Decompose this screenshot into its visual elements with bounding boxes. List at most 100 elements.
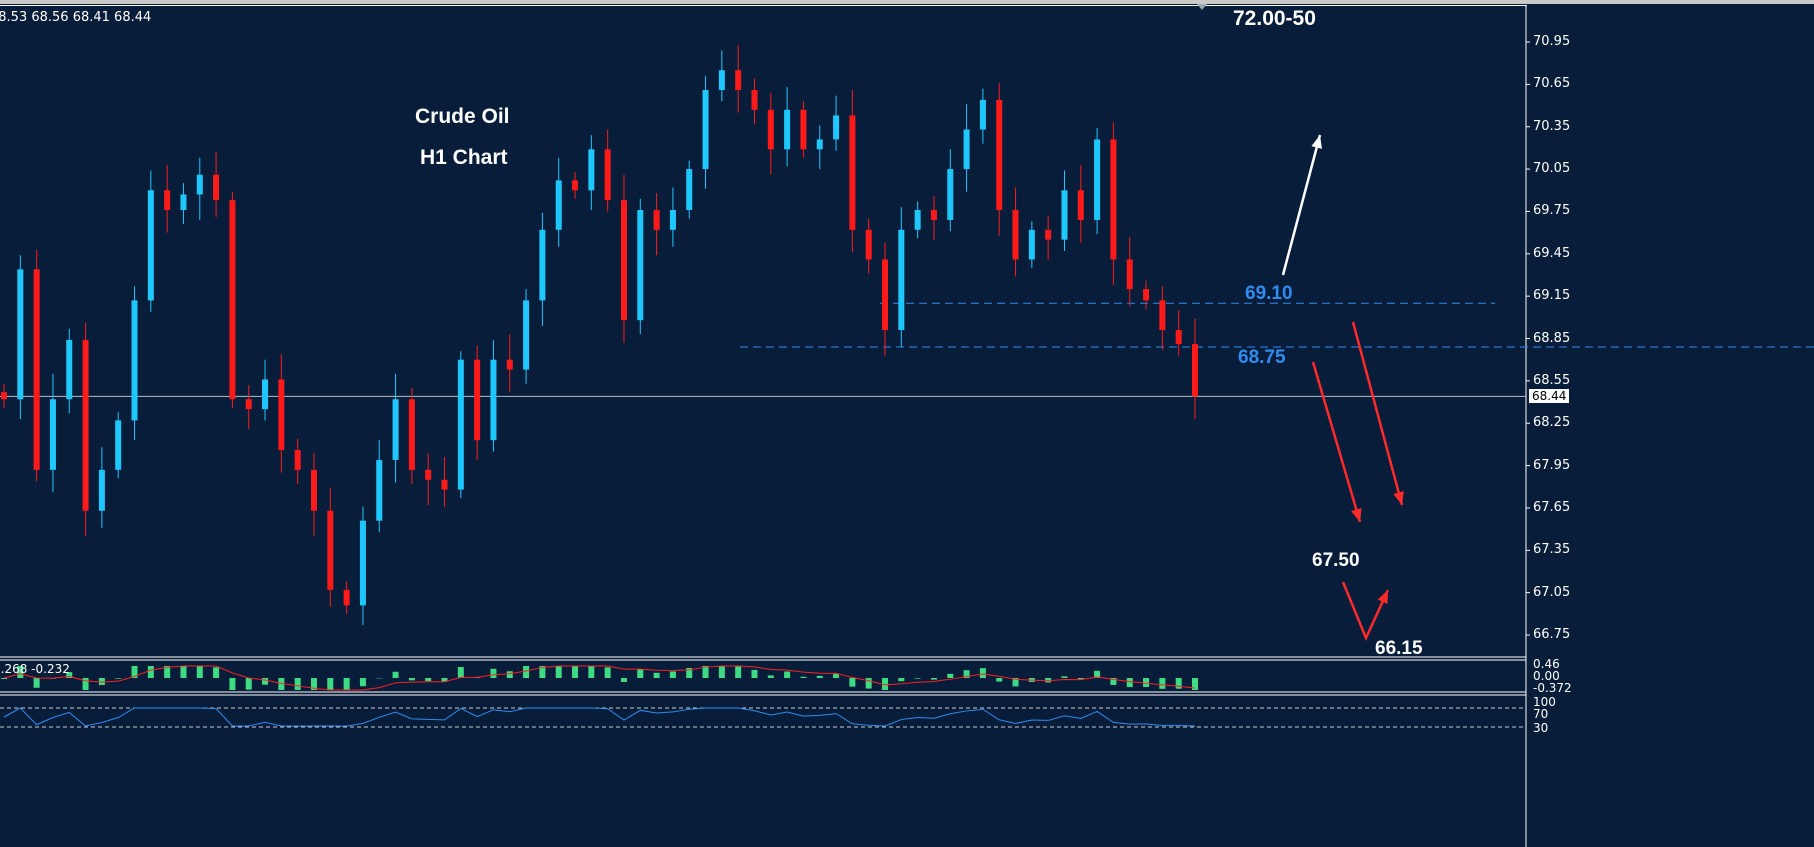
macd-histogram-bar xyxy=(213,667,220,678)
y-tick-label: 70.05 xyxy=(1533,161,1571,177)
top-bar xyxy=(0,0,1814,4)
rsi-line xyxy=(3,707,1196,727)
macd-histogram-bar xyxy=(33,678,40,688)
candle-body xyxy=(767,109,774,150)
candle-body xyxy=(33,269,40,470)
candle-body xyxy=(800,109,807,150)
candle-body xyxy=(1061,190,1068,240)
macd-histogram-bar xyxy=(1110,678,1117,685)
bearish-arrow-2-head xyxy=(1393,491,1404,505)
candle-body xyxy=(604,149,611,201)
candle-body xyxy=(164,190,171,211)
y-tick-label: 68.25 xyxy=(1533,415,1571,431)
y-tick-label: 69.75 xyxy=(1533,203,1571,219)
candle-body xyxy=(1110,139,1117,260)
chart-subtitle: H1 Chart xyxy=(420,146,508,169)
bearish-arrow-1-head xyxy=(1351,508,1362,522)
candle-body xyxy=(66,339,73,400)
candle-body xyxy=(474,359,481,441)
macd-histogram-bar xyxy=(294,678,301,690)
candle-body xyxy=(343,589,350,606)
bullish-arrow xyxy=(1281,134,1322,276)
macd-histogram-bar xyxy=(17,666,24,678)
macd-histogram-bar xyxy=(914,678,921,679)
chart-title: Crude Oil xyxy=(415,105,510,128)
candle-body xyxy=(702,90,709,170)
macd-histogram-bar xyxy=(1143,678,1150,687)
candle-body xyxy=(49,399,56,470)
candle-body xyxy=(1094,139,1101,220)
macd-histogram-bar xyxy=(637,669,644,678)
macd-histogram-bar xyxy=(278,678,285,690)
macd-tick-label: 0.00 xyxy=(1533,669,1560,683)
candle-body xyxy=(653,210,660,230)
candle-body xyxy=(523,300,530,370)
candle-body xyxy=(115,420,122,470)
candle-body xyxy=(327,510,334,590)
candle-body xyxy=(196,174,203,195)
macd-histogram-bar xyxy=(1077,678,1084,680)
macd-histogram-bar xyxy=(735,666,742,678)
candle-body xyxy=(506,359,513,370)
candle-body xyxy=(588,149,595,191)
macd-histogram-bar xyxy=(1126,678,1133,688)
rsi-tick-label: 100 xyxy=(1533,695,1556,709)
y-tick-label: 69.15 xyxy=(1533,288,1571,304)
macd-histogram-bar xyxy=(131,666,138,678)
ohlc-readout: 68.53 68.56 68.41 68.44 xyxy=(0,10,152,25)
rsi-tick-label: 70 xyxy=(1533,707,1549,721)
macd-histogram-bar xyxy=(751,669,758,678)
macd-histogram-bar xyxy=(343,678,350,690)
target-down-label-1: 67.50 xyxy=(1312,550,1360,571)
macd-histogram-bar xyxy=(1045,678,1052,683)
macd-histogram-bar xyxy=(669,671,676,678)
candle-body xyxy=(865,229,872,260)
macd-histogram-bar xyxy=(1159,678,1166,689)
candle-body xyxy=(408,399,415,470)
candle-body xyxy=(686,169,693,211)
candle-body xyxy=(229,200,236,400)
macd-histogram-bar xyxy=(490,668,497,678)
y-tick-label: 67.95 xyxy=(1533,457,1571,473)
macd-histogram-bar xyxy=(66,672,73,678)
macd-histogram-bar xyxy=(816,675,823,678)
macd-histogram-bar xyxy=(310,678,317,690)
candle-body xyxy=(1159,300,1166,331)
candle-body xyxy=(718,70,725,91)
macd-histogram-bar xyxy=(539,666,546,678)
macd-histogram-bar xyxy=(588,666,595,678)
macd-histogram-bar xyxy=(523,666,530,678)
candle-body xyxy=(262,379,269,410)
candle-body xyxy=(294,450,301,470)
y-tick-label: 69.45 xyxy=(1533,245,1571,261)
candle-body xyxy=(1143,289,1150,301)
candle-body xyxy=(392,399,399,460)
macd-histogram-bar xyxy=(865,678,872,689)
y-tick-label: 70.95 xyxy=(1533,34,1571,49)
bearish-arrow-2 xyxy=(1351,321,1404,506)
candle-body xyxy=(457,359,464,490)
macd-histogram-bar xyxy=(963,670,970,678)
macd-histogram-bar xyxy=(996,678,1003,682)
macd-histogram-bar xyxy=(359,678,366,687)
macd-histogram-bar xyxy=(457,667,464,678)
candle-body xyxy=(930,210,937,220)
macd-histogram-bar xyxy=(262,678,269,685)
macd-histogram-bar xyxy=(1,678,7,679)
target-down-label-2: 66.15 xyxy=(1375,638,1423,659)
chart-shift-marker xyxy=(1197,4,1207,10)
candle-body xyxy=(669,210,676,230)
candle-body xyxy=(947,169,954,220)
candle-body xyxy=(376,459,383,521)
candle-body xyxy=(17,269,24,400)
candle-body xyxy=(245,399,252,410)
macd-histogram-bar xyxy=(408,678,415,681)
macd-histogram-bar xyxy=(686,668,693,678)
candle-body xyxy=(1028,229,1035,260)
candle-body xyxy=(441,479,448,490)
candle-body xyxy=(539,229,546,301)
y-tick-label: 70.35 xyxy=(1533,118,1571,134)
candle-body xyxy=(98,469,105,511)
macd-histogram-bar xyxy=(653,672,660,678)
